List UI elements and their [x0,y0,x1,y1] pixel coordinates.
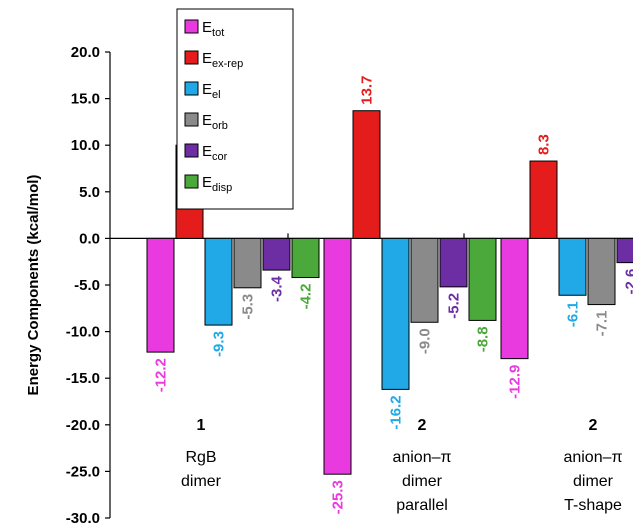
data-label: -2.6 [623,269,633,295]
bar-el-group-3 [558,237,587,296]
data-label: -3.4 [269,275,286,302]
bar-cor-group-3 [616,237,633,264]
group-label-line: dimer [181,473,222,490]
bar-orb-group-1 [233,237,262,289]
data-label: -25.3 [330,480,347,514]
bar-disp-group-1 [291,237,320,279]
data-label: -4.2 [298,284,315,310]
data-label: -5.3 [240,294,257,320]
data-label: -5.2 [446,293,463,319]
bar-orb-group-2 [410,237,439,323]
bar-ex-rep-group-3 [529,160,558,239]
y-tick-label: 20.0 [71,44,100,61]
y-tick-label: -5.0 [74,277,100,294]
legend-entry-disp: Edisp [202,174,232,194]
group-label-line: anion–π [392,449,451,466]
legend-swatch-el [184,81,199,96]
bar-el-group-2 [381,237,410,390]
legend-swatch-tot [184,19,199,34]
legend-entry-ex-rep: Eex-rep [202,50,243,70]
group-label-line: T-shape [564,497,622,514]
legend-entry-cor: Ecor [202,143,228,163]
group-number: 1 [197,417,206,434]
bar-el-group-1 [204,237,233,326]
data-label: -6.1 [565,301,582,327]
group-number: 2 [589,417,598,434]
bar-disp-group-2 [468,237,497,321]
group-label-line: RgB [185,449,216,466]
legend-entry-orb: Eorb [202,112,228,132]
legend-swatch-orb [184,112,199,127]
bar-cor-group-1 [262,237,291,271]
y-tick-label: 5.0 [79,184,100,201]
data-label: 8.3 [536,134,553,155]
legend-swatch-cor [184,143,199,158]
group-labels: 1 RgB dimer 2 anion–π dimer parallel 2 anion–π di… [181,417,623,514]
bar-ex-rep-group-2 [352,110,381,239]
y-tick-label: -30.0 [66,510,100,527]
data-label: -9.3 [211,331,228,357]
legend-swatch-disp [184,174,199,189]
legend-swatch-ex-rep [184,50,199,65]
data-label: -16.2 [388,395,405,429]
bar-cor-group-2 [439,237,468,288]
y-tick-label: 10.0 [71,137,100,154]
data-label: -7.1 [594,311,611,337]
y-tick-label: -15.0 [66,370,100,387]
bar-tot-group-3 [500,237,529,360]
y-tick-label: 0.0 [79,230,100,247]
data-label: -8.8 [475,326,492,352]
y-axis-label: Energy Components (kcal/mol) [25,175,42,396]
bar-tot-group-1 [146,237,175,353]
group-number: 2 [418,417,427,434]
data-label: 13.7 [359,76,376,105]
y-tick-label: 15.0 [71,91,100,108]
legend: Etot Eex-rep Eel Eorb Ecor Edisp [176,8,294,210]
data-label: -12.9 [507,365,524,399]
y-tick-label: -20.0 [66,417,100,434]
group-label-line: dimer [573,473,614,490]
legend-entry-el: Eel [202,81,221,101]
group-label-line: anion–π [563,449,622,466]
data-label: -12.2 [153,358,170,392]
bar-tot-group-2 [323,237,352,475]
bar-orb-group-3 [587,237,616,306]
data-labels: -12.210.0-9.3-5.3-3.4-4.2-25.313.7-16.2-… [153,76,633,515]
group-label-line: dimer [402,473,443,490]
data-label: -9.0 [417,328,434,354]
legend-entry-tot: Etot [202,19,224,39]
y-tick-label: -25.0 [66,463,100,480]
y-tick-label: -10.0 [66,324,100,341]
group-label-line: parallel [396,497,448,514]
